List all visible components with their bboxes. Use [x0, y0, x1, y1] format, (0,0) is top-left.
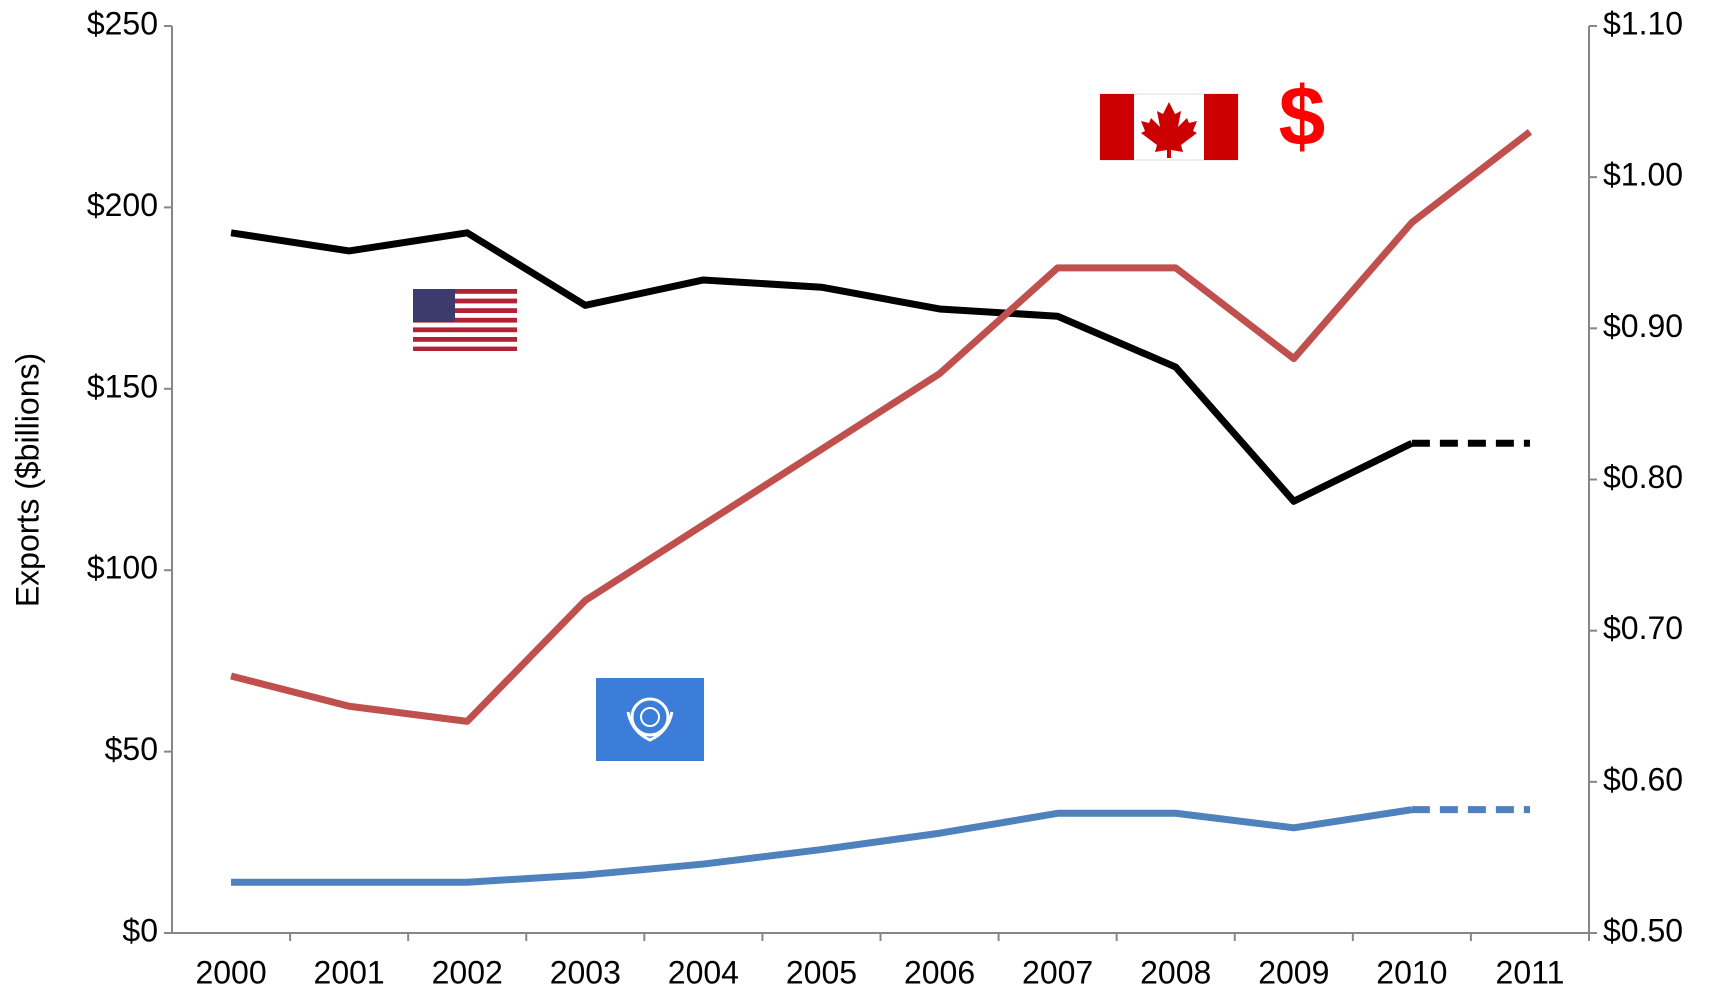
y2-tick-label: $0.50 [1603, 912, 1683, 948]
y2-tick-label: $0.90 [1603, 308, 1683, 344]
axes [171, 26, 1590, 934]
x-tick-label: 2002 [432, 954, 503, 990]
x-tick-label: 2004 [668, 954, 739, 990]
x-tick-label: 2009 [1258, 954, 1329, 990]
x-tick-label: 2011 [1496, 954, 1565, 990]
us-flag [413, 289, 517, 351]
y-tick-label: $0 [122, 912, 158, 948]
y2-tick-label: $0.60 [1603, 761, 1683, 797]
un-flag [596, 678, 704, 761]
y-tick-label: $200 [87, 187, 158, 223]
x-tick-label: 2007 [1022, 954, 1093, 990]
series-line [230, 229, 1414, 505]
x-tick-label: 2005 [786, 954, 857, 990]
y-tick-label: $50 [105, 731, 158, 767]
y-tick-label: $150 [87, 368, 158, 404]
y2-tick-label: $0.70 [1603, 610, 1683, 646]
y-tick-label: $100 [87, 550, 158, 586]
x-tick-label: 2000 [195, 954, 266, 990]
y2-tick-label: $1.10 [1603, 5, 1683, 41]
y2-tick-label: $1.00 [1603, 157, 1683, 193]
x-tick-label: 2010 [1376, 954, 1447, 990]
y2-tick-label: $0.80 [1603, 459, 1683, 495]
annotation: $ [1279, 69, 1326, 163]
x-tick-label: 2008 [1140, 954, 1211, 990]
x-tick-label: 2006 [904, 954, 975, 990]
y-axis-label: Exports ($billions) [9, 353, 45, 607]
y-tick-label: $250 [87, 5, 158, 41]
series-line [231, 806, 1413, 886]
canada-flag [1099, 93, 1239, 161]
x-tick-label: 2001 [314, 954, 385, 990]
series-line [230, 129, 1533, 725]
x-tick-label: 2003 [550, 954, 621, 990]
